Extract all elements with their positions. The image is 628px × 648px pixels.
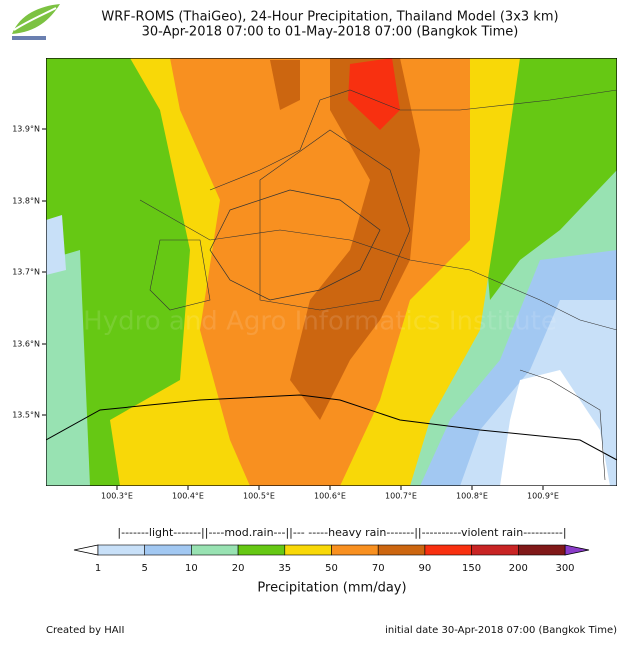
lon-label: 100.8°E — [456, 492, 488, 501]
colorbar-tick-label: 300 — [555, 563, 574, 574]
colorbar-tick-label: 200 — [509, 563, 528, 574]
colorbar-box — [191, 544, 239, 556]
watermark: Hydro and Agro Informatics Institute — [83, 307, 557, 337]
colorbar-tick-label: 70 — [372, 563, 385, 574]
colorbar-under — [73, 544, 99, 556]
credit: Created by HAII — [46, 625, 124, 636]
colorbar-box — [237, 544, 286, 556]
colorbar-box — [331, 544, 379, 556]
colorbar-tick-label: 10 — [185, 563, 198, 574]
precipitation-field: Hydro and Agro Informatics Institute — [46, 58, 617, 486]
colorbar-box — [144, 544, 192, 556]
colorbar-over — [564, 544, 590, 556]
colorbar-box — [471, 544, 519, 556]
colorbar-box — [424, 544, 472, 556]
colorbar-box — [517, 544, 566, 556]
subtitle: 30-Apr-2018 07:00 to 01-May-2018 07:00 (… — [142, 25, 519, 40]
colorbar-tick-label: 5 — [142, 563, 148, 574]
colorbar-tick-label: 150 — [462, 563, 481, 574]
title: WRF-ROMS (ThaiGeo), 24-Hour Precipitatio… — [101, 10, 558, 25]
lat-label: 13.6°N — [12, 340, 40, 349]
lon-label: 100.7°E — [385, 492, 417, 501]
colorbar-box — [377, 544, 426, 556]
colorbar-box — [284, 544, 332, 556]
lat-label: 13.8°N — [12, 197, 40, 206]
logo — [12, 4, 60, 40]
colorbar-tick-label: 90 — [419, 563, 432, 574]
colorbar-box — [97, 544, 146, 556]
legend-groups: |-------light-------||----mod.rain---||-… — [117, 526, 566, 539]
lat-label: 13.7°N — [12, 268, 40, 277]
lon-label: 100.3°E — [101, 492, 133, 501]
lon-label: 100.4°E — [172, 492, 204, 501]
lat-label: 13.5°N — [12, 411, 40, 420]
colorbar-tick-label: 20 — [232, 563, 245, 574]
lon-label: 100.6°E — [314, 492, 346, 501]
initial-date: initial date 30-Apr-2018 07:00 (Bangkok … — [385, 625, 617, 636]
colorbar-tick-label: 50 — [325, 563, 338, 574]
lat-label: 13.9°N — [12, 125, 40, 134]
lon-label: 100.9°E — [527, 492, 559, 501]
legend-label: Precipitation (mm/day) — [257, 581, 406, 596]
colorbar-tick-label: 35 — [278, 563, 291, 574]
colorbar: 1 5 10 20 35 50 70 90 150 200 300 — [73, 544, 590, 574]
colorbar-tick-label: 1 — [95, 563, 101, 574]
map-axes: 13.9°N 13.8°N 13.7°N 13.6°N 13.5°N 100.3°E 100… — [12, 125, 559, 501]
lon-label: 100.5°E — [243, 492, 275, 501]
